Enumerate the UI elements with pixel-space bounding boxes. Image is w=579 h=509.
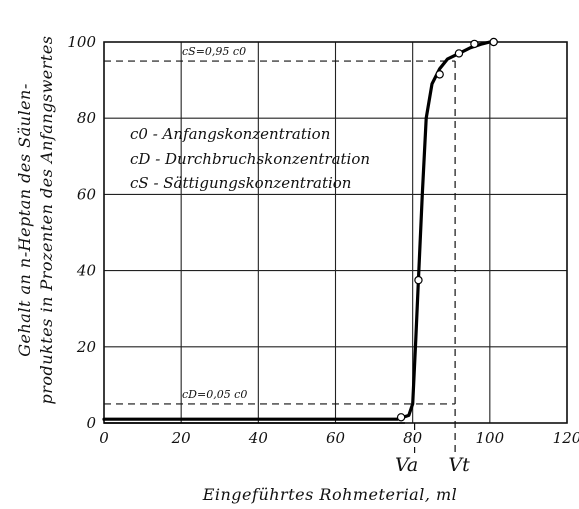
marker-label-1: Vt (448, 454, 470, 476)
data-point-4 (470, 39, 479, 49)
volume-markers: Va Vt (395, 61, 470, 476)
y-axis-label-line2: produktes in Prozenten des Anfangswertes (37, 35, 56, 404)
marker-label-0: Va (395, 454, 418, 476)
x-tick-label-0: 0 (99, 429, 109, 447)
y-tick-label-40: 40 (76, 262, 97, 280)
x-tick-label-100: 100 (476, 429, 505, 447)
data-point-0 (396, 413, 406, 422)
y-tick-label-0: 0 (86, 414, 96, 432)
grid (103, 41, 568, 424)
legend-entry-cS: cS - Sättigungskonzentration (130, 174, 351, 192)
data-point-5 (489, 37, 498, 47)
y-tick-label-80: 80 (77, 109, 97, 127)
y-axis-label-line1: Gehalt an n-Heptan des Säulen- (15, 83, 34, 357)
ref-label-1: cD=0,05 c0 (182, 388, 247, 401)
x-tick-label-20: 20 (171, 429, 192, 447)
x-tick-label-60: 60 (326, 429, 346, 447)
data-points (396, 37, 498, 422)
legend-entry-cD: cD - Durchbruchskonzentration (130, 150, 370, 168)
x-tick-label-80: 80 (403, 429, 423, 447)
x-tick-label-120: 120 (553, 429, 579, 447)
data-point-3 (454, 49, 464, 58)
y-tick-label-100: 100 (67, 33, 96, 51)
series-line-0 (102, 40, 496, 421)
legend-entry-c0: c0 - Anfangskonzentration (130, 125, 330, 143)
x-tick-label-40: 40 (248, 429, 269, 447)
tick-labels: 0 20 40 60 80 100 120 0 20 40 60 80 100 (67, 33, 579, 447)
x-axis-label: Eingeführtes Rohmeterial, ml (202, 485, 458, 504)
breakthrough-curve (102, 40, 496, 424)
reference-lines: cS=0,95 c0 cD=0,05 c0 (104, 45, 456, 405)
legend: c0 - Anfangskonzentration cD - Durchbruc… (130, 125, 370, 192)
y-tick-label-60: 60 (77, 185, 97, 203)
data-point-1 (414, 275, 423, 285)
ref-label-0: cS=0,95 c0 (182, 45, 246, 58)
y-tick-label-20: 20 (76, 338, 97, 356)
data-point-2 (435, 70, 444, 79)
